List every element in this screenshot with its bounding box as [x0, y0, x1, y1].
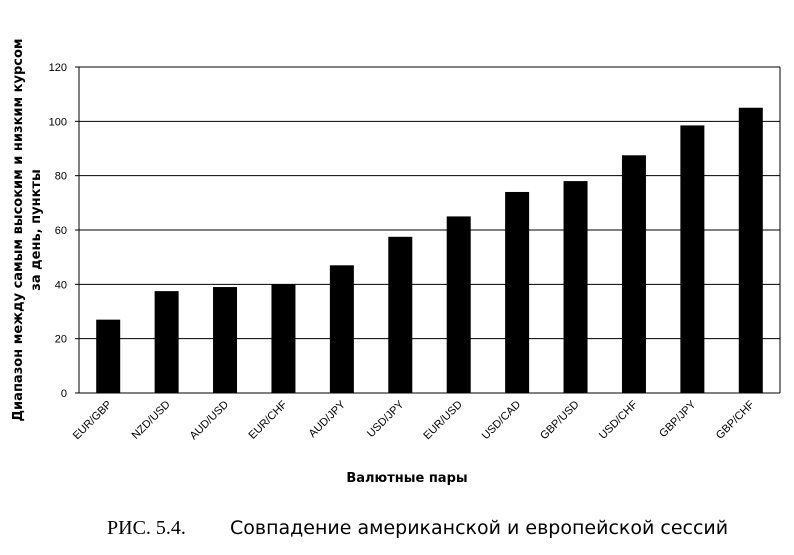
- y-tick-label: 100: [49, 116, 67, 128]
- y-axis-title-line1: Диапазон между самым высоким и низким ку…: [11, 38, 26, 421]
- bar-gbp-jpy: [680, 125, 705, 394]
- figure-caption-text: Совпадение американской и европейской се…: [230, 517, 728, 539]
- bar-nzd-usd: [154, 291, 179, 393]
- y-tick-label: 0: [61, 388, 67, 400]
- y-tick-label: 20: [55, 334, 67, 346]
- bar-eur-usd: [446, 216, 471, 393]
- bar-gbp-usd: [563, 181, 588, 393]
- bar-usd-chf: [621, 155, 646, 393]
- bar-aud-usd: [213, 287, 238, 393]
- x-axis-title: Валютные пары: [346, 471, 467, 486]
- figure-caption-label: РИС. 5.4.: [107, 517, 186, 539]
- x-tick-label: EUR/USD: [421, 399, 465, 443]
- x-tick-label: NZD/USD: [130, 399, 173, 442]
- x-tick-label: EUR/GBP: [71, 399, 114, 442]
- bar-usd-jpy: [388, 236, 413, 393]
- y-tick-label: 40: [55, 279, 67, 291]
- y-tick-label: 80: [55, 171, 67, 183]
- y-axis-title-line2: за день, пункты: [29, 169, 44, 290]
- bar-aud-jpy: [329, 265, 354, 393]
- bars: [96, 107, 763, 394]
- x-tick-label: AUD/USD: [188, 399, 232, 443]
- x-axis-ticks: EUR/GBP NZD/USD AUD/USD EUR/CHF AUD/JPY USD/J…: [71, 398, 757, 442]
- grid-lines: [79, 66, 780, 340]
- bar-usd-cad: [505, 191, 530, 393]
- x-tick-label: USD/CHF: [597, 398, 640, 441]
- y-tick-label: 120: [49, 62, 67, 74]
- x-tick-label: USD/JPY: [365, 398, 407, 440]
- x-tick-label: GBP/USD: [538, 399, 582, 443]
- y-axis-ticks: 0 20 40 60 80 100 120: [49, 62, 79, 400]
- x-tick-label: GBP/CHF: [714, 398, 757, 441]
- x-tick-label: GBP/JPY: [657, 398, 699, 440]
- y-tick-label: 60: [55, 225, 67, 237]
- bar-gbp-chf: [738, 107, 763, 393]
- x-tick-label: AUD/JPY: [307, 398, 349, 440]
- x-tick-label: USD/CAD: [480, 399, 524, 443]
- x-tick-label: EUR/CHF: [247, 398, 290, 441]
- bar-eur-chf: [271, 284, 296, 393]
- bar-eur-gbp: [96, 319, 121, 393]
